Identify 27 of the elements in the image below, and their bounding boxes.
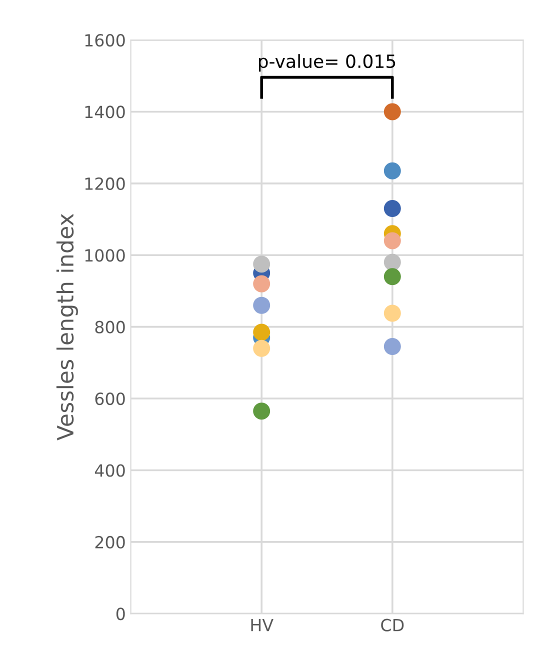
point (384, 103, 401, 120)
point (384, 304, 401, 322)
point (384, 268, 401, 286)
y-tick-label: 1200 (85, 177, 125, 190)
y-tick-label: 200 (95, 536, 125, 549)
point (253, 324, 270, 341)
y-tick-label: 400 (94, 464, 125, 477)
y-tick-label: 0 (116, 608, 125, 620)
x-tick-label: CD (381, 618, 404, 632)
point (384, 338, 401, 356)
point (384, 232, 401, 250)
point (384, 200, 401, 218)
point (253, 275, 270, 292)
annotation: p-value= 0.015 (258, 54, 396, 72)
point (253, 402, 270, 420)
point (253, 296, 270, 314)
y-tick-label: 800 (95, 320, 125, 334)
y-tick-label: 600 (95, 392, 125, 406)
point (384, 162, 401, 180)
y-axis-title: Vessles length index (56, 214, 78, 440)
x-tick-label: HV (251, 619, 274, 632)
y-tick-label: 1000 (85, 249, 125, 262)
point (384, 254, 401, 271)
point (253, 340, 270, 357)
y-tick-label: 1600 (85, 34, 125, 47)
y-tick-label: 1400 (85, 106, 125, 118)
point (253, 256, 270, 273)
